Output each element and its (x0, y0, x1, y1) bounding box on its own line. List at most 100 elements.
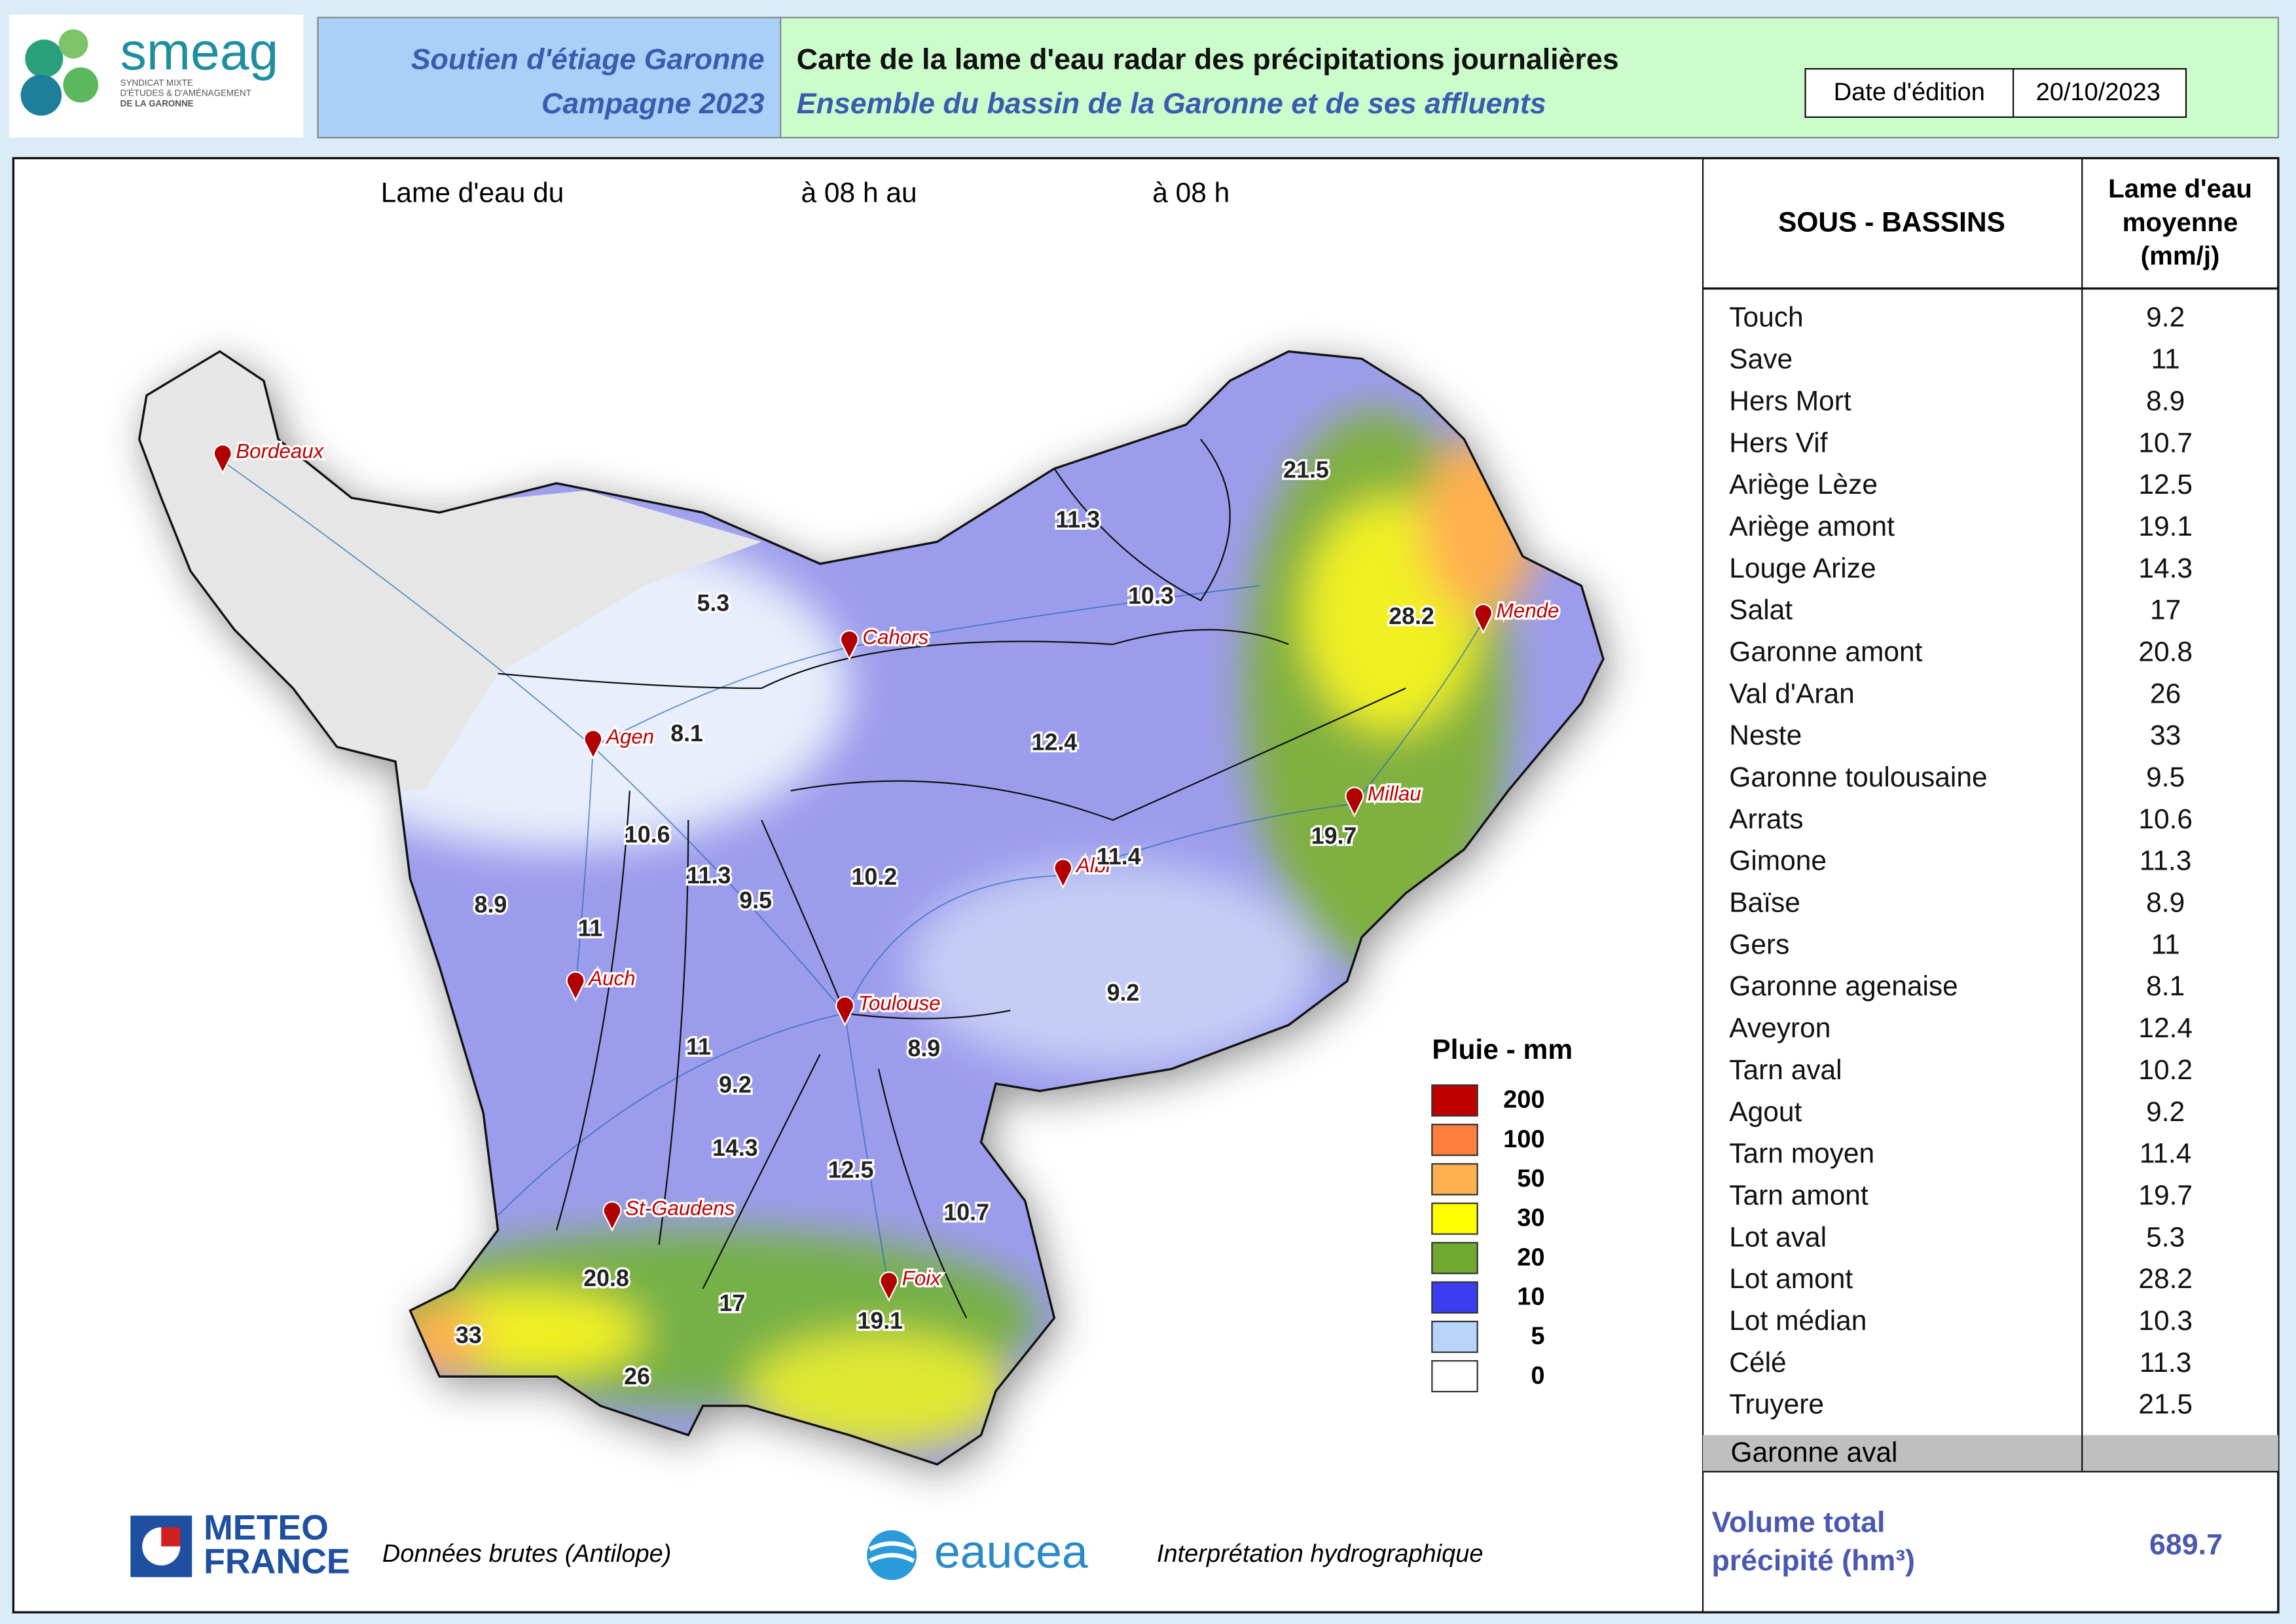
row-name: Neste (1729, 720, 1802, 751)
row-value: 17 (2150, 595, 2181, 626)
cities: Bordeaux Cahors Agen Auch Toulouse Albi Millau… (213, 437, 1561, 1302)
row-value: 10.6 (2138, 804, 2193, 835)
city-label: Bordeaux (236, 439, 324, 462)
row-value: 19.7 (2138, 1180, 2193, 1211)
table-header: Lame d'eau (2108, 174, 2252, 203)
row-name: Lot médian (1729, 1306, 1867, 1337)
city-label: Mende (1497, 599, 1559, 622)
basin-value: 9.2 (1107, 980, 1140, 1006)
row-value: 21.5 (2138, 1390, 2193, 1420)
logo-box (9, 14, 304, 138)
row-name: Garonne agenaise (1729, 971, 1958, 1002)
table-header: SOUS - BASSINS (1778, 207, 2005, 238)
row-name: Gimone (1729, 846, 1827, 877)
logo-text: smeag (120, 22, 279, 81)
basin-value: 12.4 (1032, 729, 1078, 755)
row-value: 11.3 (2140, 846, 2192, 877)
row-name: Gers (1729, 929, 1789, 960)
grey-row (1703, 1435, 2278, 1472)
city-label: Albi (1075, 854, 1111, 877)
table-header: moyenne (2123, 208, 2238, 237)
total-label: Volume total (1711, 1507, 1885, 1539)
row-name: Val d'Aran (1729, 678, 1854, 709)
row-value: 20.8 (2138, 637, 2193, 667)
date-value: 20/10/2023 (2036, 79, 2160, 106)
meteo-logo-text: FRANCE (204, 1541, 350, 1581)
city-marker (1345, 786, 1364, 818)
sub-basin-borders (498, 439, 1406, 1319)
row-name: Save (1729, 344, 1793, 375)
row-name: Ariège Lèze (1729, 470, 1878, 500)
logo-subtitle: SYNDICAT MIXTE (120, 78, 193, 88)
table: SOUS - BASSINS Lame d'eau moyenne (mm/j)… (1702, 158, 2278, 1613)
basin-value: 17 (720, 1290, 746, 1316)
legend-swatch (1431, 1242, 1478, 1274)
basin-value: 26 (624, 1363, 650, 1390)
city-label: Auch (587, 967, 635, 989)
row-name: Célé (1729, 1348, 1786, 1378)
legend-label: 30 (1517, 1204, 1544, 1232)
meteo-text: Données brutes (Antilope) (382, 1540, 671, 1568)
legend-swatch (1431, 1124, 1478, 1156)
city-marker (879, 1271, 899, 1302)
legend-label: 5 (1531, 1323, 1544, 1350)
basin-value: 21.5 (1283, 457, 1329, 483)
title: Carte de la lame d'eau radar des précipi… (797, 44, 1619, 76)
basin-value: 11.3 (1055, 507, 1100, 533)
row-value: 11 (2151, 344, 2180, 375)
basin-value: 20.8 (583, 1265, 629, 1291)
city-label: Agen (605, 725, 654, 748)
row-value: 9.5 (2146, 762, 2185, 793)
row-name: Garonne amont (1729, 637, 1922, 667)
total-label: précipité (hm³) (1711, 1545, 1915, 1577)
city-label: Foix (902, 1267, 941, 1290)
legend-label: 100 (1503, 1126, 1544, 1153)
row-name: Arrats (1729, 804, 1803, 835)
legend-swatch (1431, 1163, 1478, 1196)
row-value: 19.1 (2138, 511, 2193, 542)
basin-value: 19.1 (857, 1308, 903, 1334)
logo-subtitle: DE LA GARONNE (120, 98, 194, 108)
legend-title: Pluie - mm (1432, 1035, 1573, 1065)
row-value: 11.3 (2140, 1348, 2192, 1378)
meteo-logo-mark (161, 1527, 181, 1547)
border (1053, 439, 1231, 602)
row-name: Garonne toulousaine (1729, 762, 1987, 793)
row-value: 9.2 (2146, 1097, 2185, 1128)
row-value: 14.3 (2138, 553, 2193, 584)
row-value: 12.4 (2138, 1013, 2193, 1044)
program-year: Campagne 2023 (541, 88, 765, 120)
river (592, 585, 1260, 748)
row-name: Tarn moyen (1729, 1139, 1874, 1170)
basin-value: 11.3 (687, 862, 731, 889)
row-value: 33 (2150, 720, 2181, 751)
legend-swatch (1431, 1202, 1478, 1235)
program-box (317, 16, 782, 139)
row-name: Salat (1729, 595, 1793, 626)
row-name: Lot aval (1729, 1222, 1827, 1253)
basin-value: 11 (686, 1034, 711, 1060)
row-name: Ariège amont (1729, 511, 1895, 542)
period-mid: à 08 h au (801, 178, 917, 209)
period-end: à 08 h (1152, 178, 1230, 209)
city-marker (839, 630, 859, 661)
border (555, 790, 689, 1245)
eaucea-logo-text: eaucea (934, 1526, 1088, 1578)
basin-value: 9.2 (719, 1072, 752, 1098)
logo-mark (25, 39, 64, 78)
legend-label: 10 (1517, 1283, 1544, 1310)
border (498, 629, 1289, 690)
grey-row-label: Garonne aval (1731, 1437, 1898, 1468)
city-marker (1474, 603, 1493, 635)
basin-value: 11.4 (1097, 843, 1141, 870)
basin-value: 5.3 (697, 590, 729, 616)
basin-value: 12.5 (828, 1156, 874, 1183)
row-name: Tarn aval (1729, 1055, 1842, 1086)
city-marker (602, 1201, 622, 1232)
river (844, 1013, 890, 1289)
meteo-logo-text: METEO (204, 1508, 329, 1547)
logo-subtitle: D'ÉTUDES & D'AMÉNAGEMENT (120, 88, 251, 98)
legend-label: 20 (1517, 1244, 1544, 1271)
logo-mark (63, 67, 99, 103)
